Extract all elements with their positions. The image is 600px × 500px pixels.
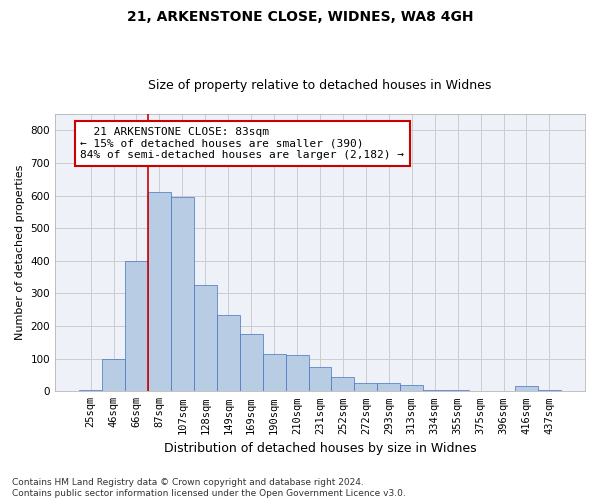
Text: Contains HM Land Registry data © Crown copyright and database right 2024.
Contai: Contains HM Land Registry data © Crown c… (12, 478, 406, 498)
X-axis label: Distribution of detached houses by size in Widnes: Distribution of detached houses by size … (164, 442, 476, 455)
Bar (423, 390, 446, 392)
Bar (194, 286, 217, 392)
Bar (240, 334, 263, 392)
Bar (400, 385, 423, 392)
Bar (469, 390, 492, 392)
Bar (148, 192, 171, 392)
Bar (377, 383, 400, 392)
Bar (331, 376, 355, 392)
Text: 21 ARKENSTONE CLOSE: 83sqm
← 15% of detached houses are smaller (390)
84% of sem: 21 ARKENSTONE CLOSE: 83sqm ← 15% of deta… (80, 127, 404, 160)
Bar (446, 390, 469, 392)
Bar (492, 390, 515, 392)
Bar (515, 386, 538, 392)
Bar (308, 367, 331, 392)
Bar (538, 390, 561, 392)
Bar (102, 358, 125, 392)
Title: Size of property relative to detached houses in Widnes: Size of property relative to detached ho… (148, 79, 492, 92)
Bar (125, 261, 148, 392)
Bar (217, 314, 240, 392)
Bar (79, 390, 102, 392)
Y-axis label: Number of detached properties: Number of detached properties (15, 165, 25, 340)
Bar (263, 354, 286, 392)
Bar (171, 197, 194, 392)
Bar (286, 356, 308, 392)
Bar (355, 383, 377, 392)
Text: 21, ARKENSTONE CLOSE, WIDNES, WA8 4GH: 21, ARKENSTONE CLOSE, WIDNES, WA8 4GH (127, 10, 473, 24)
